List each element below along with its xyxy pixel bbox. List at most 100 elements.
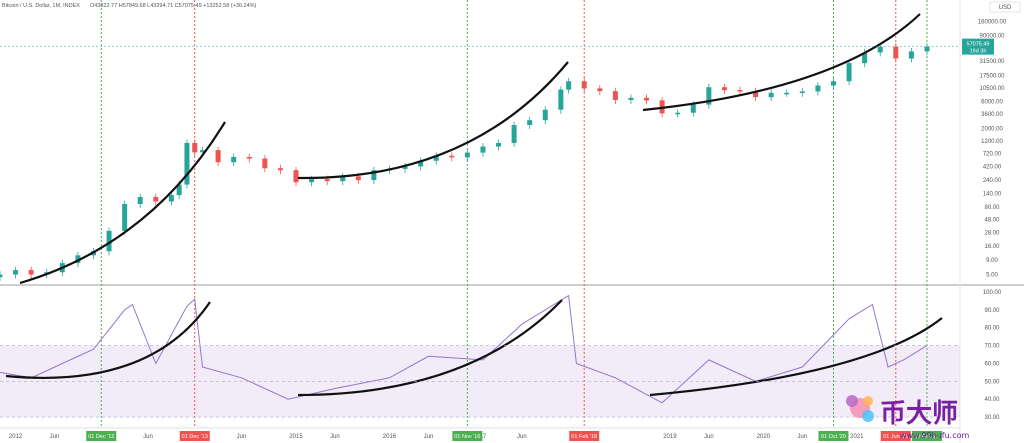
last-price-value: 57075.49 xyxy=(967,42,990,48)
rsi-curve-2017 xyxy=(297,299,563,397)
last-price-countdown: 19d 3h xyxy=(970,49,987,55)
date-badge-label: 01 Dec '13 xyxy=(182,434,208,440)
price-tick-label: 31500.00 xyxy=(979,59,1005,65)
candle-body xyxy=(246,156,252,159)
candle-body xyxy=(418,160,424,167)
time-axis: 2012 Jun Jun Jun 2015 Jun 2016 Jun 17 Jun 2019 Jun 2… xyxy=(9,434,864,440)
rsi-line xyxy=(0,294,928,404)
currency-box[interactable] xyxy=(989,1,1021,13)
candle-body xyxy=(799,91,805,93)
candle-body xyxy=(612,91,618,101)
candle-body xyxy=(106,230,112,252)
candle-body xyxy=(830,81,836,86)
candle-body xyxy=(908,51,914,59)
rsi-tick-label: 50.00 xyxy=(984,379,1000,385)
candle-body xyxy=(192,142,198,153)
currency-label: USD xyxy=(999,5,1012,11)
price-tick-label: 28.00 xyxy=(984,231,1000,237)
candle-body xyxy=(690,104,696,113)
time-label: Jun xyxy=(797,434,807,440)
candle-body xyxy=(200,150,206,153)
candle-body xyxy=(355,176,361,181)
rsi-curve-2013 xyxy=(5,301,211,380)
time-label: Jun xyxy=(330,434,340,440)
candle-body xyxy=(628,97,634,101)
price-tick-label: 48.00 xyxy=(984,217,1000,223)
candle-body xyxy=(924,46,930,52)
time-label: 2012 xyxy=(9,434,23,440)
candle-body xyxy=(340,176,346,182)
date-badge xyxy=(818,431,849,441)
candle-body xyxy=(893,46,899,59)
time-label: 17 xyxy=(480,434,487,440)
price-tick-label: 6000.00 xyxy=(981,100,1003,106)
candle-body xyxy=(402,166,408,169)
date-badge xyxy=(179,431,210,441)
time-label: Jun xyxy=(704,434,714,440)
time-label: 2020 xyxy=(757,434,771,440)
price-tick-label: 16.00 xyxy=(984,244,1000,250)
candle-body xyxy=(721,87,727,91)
price-tick-label: 80.00 xyxy=(984,205,1000,211)
time-label: 2021 xyxy=(850,434,864,440)
candle-body xyxy=(527,120,533,125)
candle-body xyxy=(449,155,455,158)
rsi-tick-label: 30.00 xyxy=(984,415,1000,421)
candle-body xyxy=(122,204,128,231)
time-label: Jun xyxy=(424,434,434,440)
date-badge-label: 01 Oct '20 xyxy=(821,434,846,440)
rsi-tick-label: 100.00 xyxy=(983,290,1002,296)
price-tick-label: 720.00 xyxy=(983,151,1002,157)
rsi-axis: 100.00 90.00 80.00 70.00 60.00 50.00 40.00 30.0… xyxy=(0,290,1002,421)
price-tick-label: 5.00 xyxy=(986,273,998,279)
last-price-badge xyxy=(962,38,994,55)
ohlc-readout: O43822.77 H57849.68 L43294.71 C57075.49 … xyxy=(90,3,257,9)
candle-body xyxy=(293,170,299,183)
rsi-tick-label: 70.00 xyxy=(984,344,1000,350)
parabolic-curves xyxy=(5,13,943,397)
candle-body xyxy=(846,63,852,82)
flower-petal-icon-3 xyxy=(863,396,873,406)
candle-body xyxy=(558,89,564,110)
price-tick-label: 240.00 xyxy=(983,178,1002,184)
date-badge-label: 01 Dec '12 xyxy=(88,434,114,440)
candle-body xyxy=(309,179,315,183)
time-label: Jun xyxy=(143,434,153,440)
price-tick-label: 140.00 xyxy=(983,191,1002,197)
candle-body xyxy=(75,255,81,264)
watermark-logo xyxy=(846,395,874,422)
candle-body xyxy=(231,156,237,163)
flower-petal-icon-2 xyxy=(862,410,874,422)
curve-2013 xyxy=(19,121,226,285)
vertical-markers xyxy=(100,0,928,428)
candle-body xyxy=(815,85,821,92)
candle-body xyxy=(153,197,159,202)
time-label: Jun xyxy=(237,434,247,440)
rsi-series xyxy=(0,294,928,404)
candle-body xyxy=(753,91,759,98)
date-badge-label: 01 Feb '18 xyxy=(571,434,597,440)
candle-body xyxy=(324,179,330,182)
date-badge xyxy=(569,431,600,441)
candle-body xyxy=(371,170,377,181)
candle-body xyxy=(176,184,182,196)
candle-body xyxy=(675,112,681,115)
rsi-tick-label: 40.00 xyxy=(984,397,1000,403)
candle-body xyxy=(768,92,774,98)
price-pane[interactable] xyxy=(0,0,960,284)
price-tick-label: 2000.00 xyxy=(981,126,1003,132)
candle-body xyxy=(262,158,268,169)
candle-body xyxy=(137,197,143,205)
rsi-tick-label: 60.00 xyxy=(984,361,1000,367)
time-label: Jun xyxy=(50,434,60,440)
price-axis: 160000.00 90000.00 31500.00 17500.00 10500.0… xyxy=(0,19,1007,279)
candle-body xyxy=(184,142,190,185)
candle-body xyxy=(433,155,439,161)
candle-body xyxy=(13,270,19,275)
candle-body xyxy=(581,81,587,89)
candle-body xyxy=(168,195,174,202)
candle-body xyxy=(877,46,883,53)
curve-2017 xyxy=(297,61,569,180)
price-tick-label: 9.00 xyxy=(986,258,998,264)
